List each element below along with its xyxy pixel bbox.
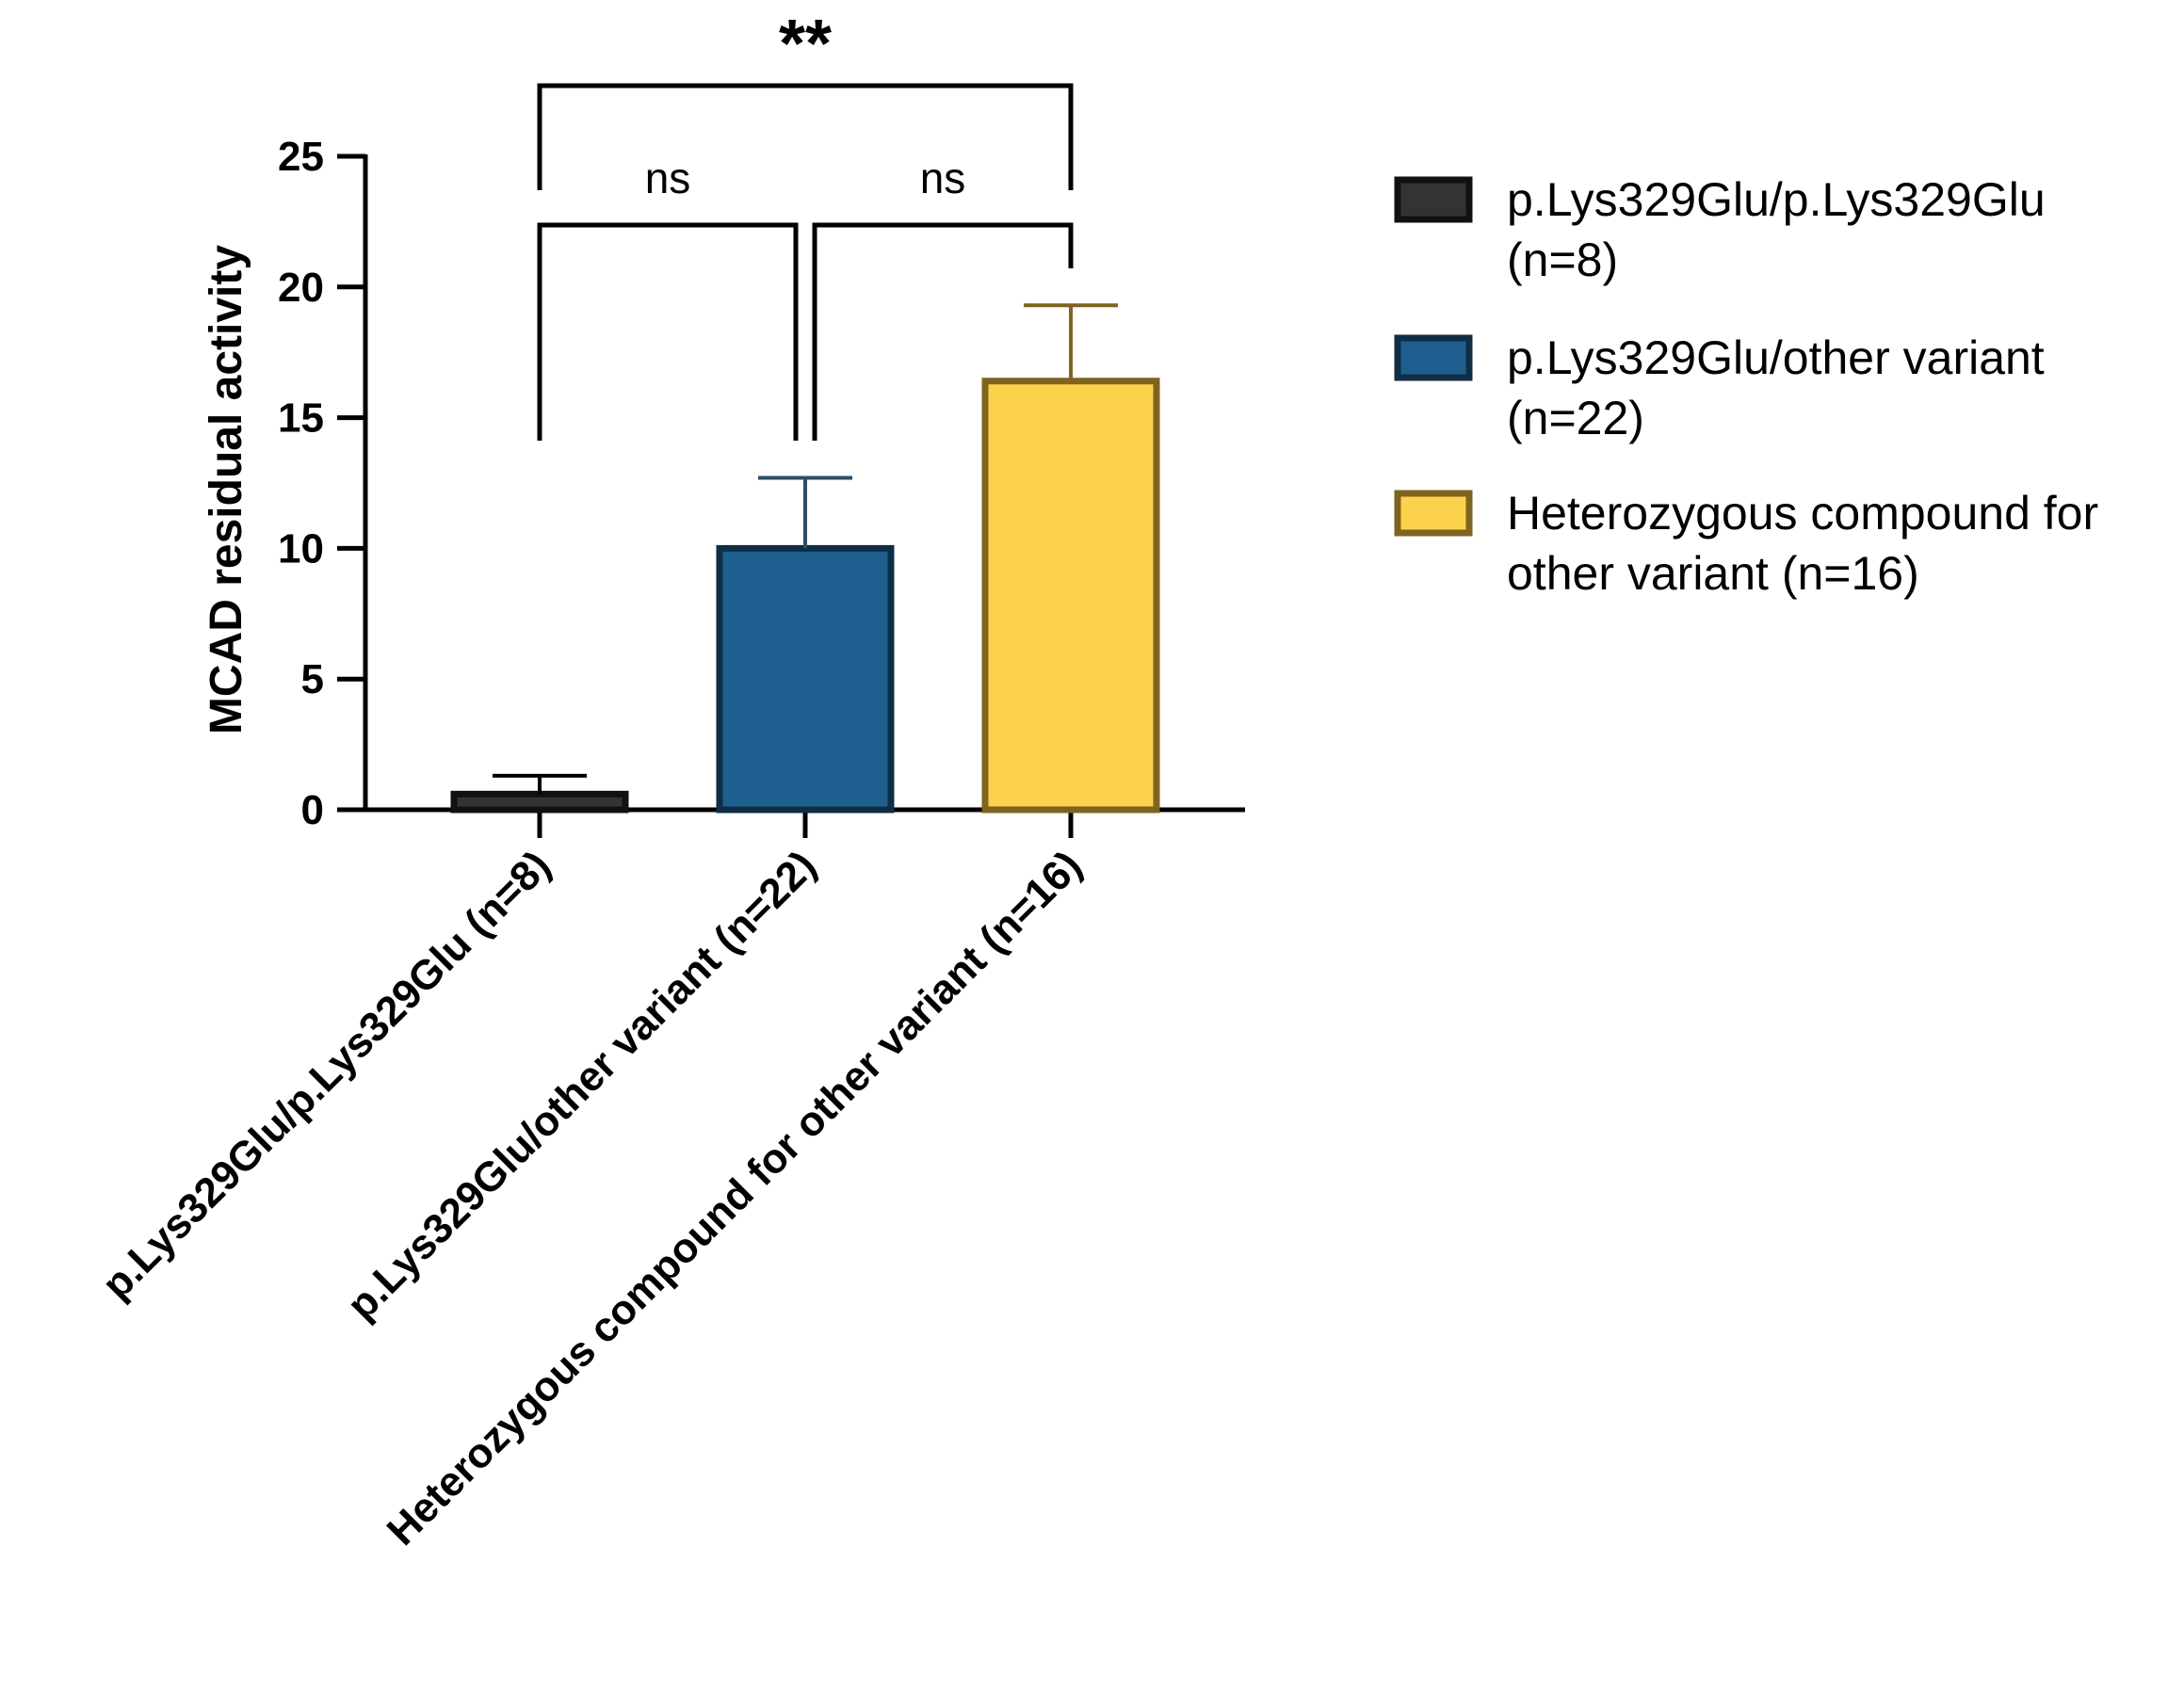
y-tick-label: 15 — [278, 395, 324, 442]
legend-swatch — [1394, 490, 1473, 537]
legend-swatch — [1394, 334, 1473, 381]
legend-label: (n=22) — [1507, 392, 1644, 444]
y-tick-label: 5 — [301, 656, 324, 702]
x-tick-label: p.Lys329Glu/other variant (n=22) — [338, 842, 825, 1329]
significance-bracket — [537, 222, 799, 441]
legend-label: Heterozygous compound for — [1507, 487, 2098, 540]
significance-bracket — [537, 83, 1074, 190]
y-axis-title: MCAD residual activity — [202, 245, 251, 734]
significance-label: ** — [779, 7, 832, 82]
bar — [981, 378, 1160, 814]
y-axis: 0 5 10 15 20 25 — [278, 134, 368, 833]
y-tick-label: 20 — [278, 265, 324, 311]
legend-label: (n=8) — [1507, 234, 1618, 286]
y-tick-label: 25 — [278, 134, 324, 180]
legend-label: p.Lys329Glu/other variant — [1507, 331, 2045, 384]
bar — [450, 790, 629, 814]
significance-bracket — [812, 222, 1074, 441]
y-tick-label: 10 — [278, 525, 324, 572]
bars — [450, 378, 1160, 814]
error-bars — [493, 303, 1118, 795]
bar — [716, 544, 895, 814]
x-tick-label: p.Lys329Glu/p.Lys329Glu (n=8) — [93, 842, 559, 1308]
legend-label: other variant (n=16) — [1507, 547, 1919, 600]
legend: p.Lys329Glu/p.Lys329Glu (n=8) p.Lys329Glu/… — [1394, 173, 2098, 600]
legend-swatch — [1394, 176, 1473, 223]
significance-brackets: ** ns ns — [537, 7, 1074, 441]
significance-label: ns — [920, 153, 966, 202]
y-tick-label: 0 — [301, 787, 324, 833]
significance-label: ns — [645, 153, 691, 202]
legend-label: p.Lys329Glu/p.Lys329Glu — [1507, 173, 2046, 226]
x-axis: p.Lys329Glu/p.Lys329Glu (n=8)p.Lys329Glu… — [93, 807, 1245, 1555]
